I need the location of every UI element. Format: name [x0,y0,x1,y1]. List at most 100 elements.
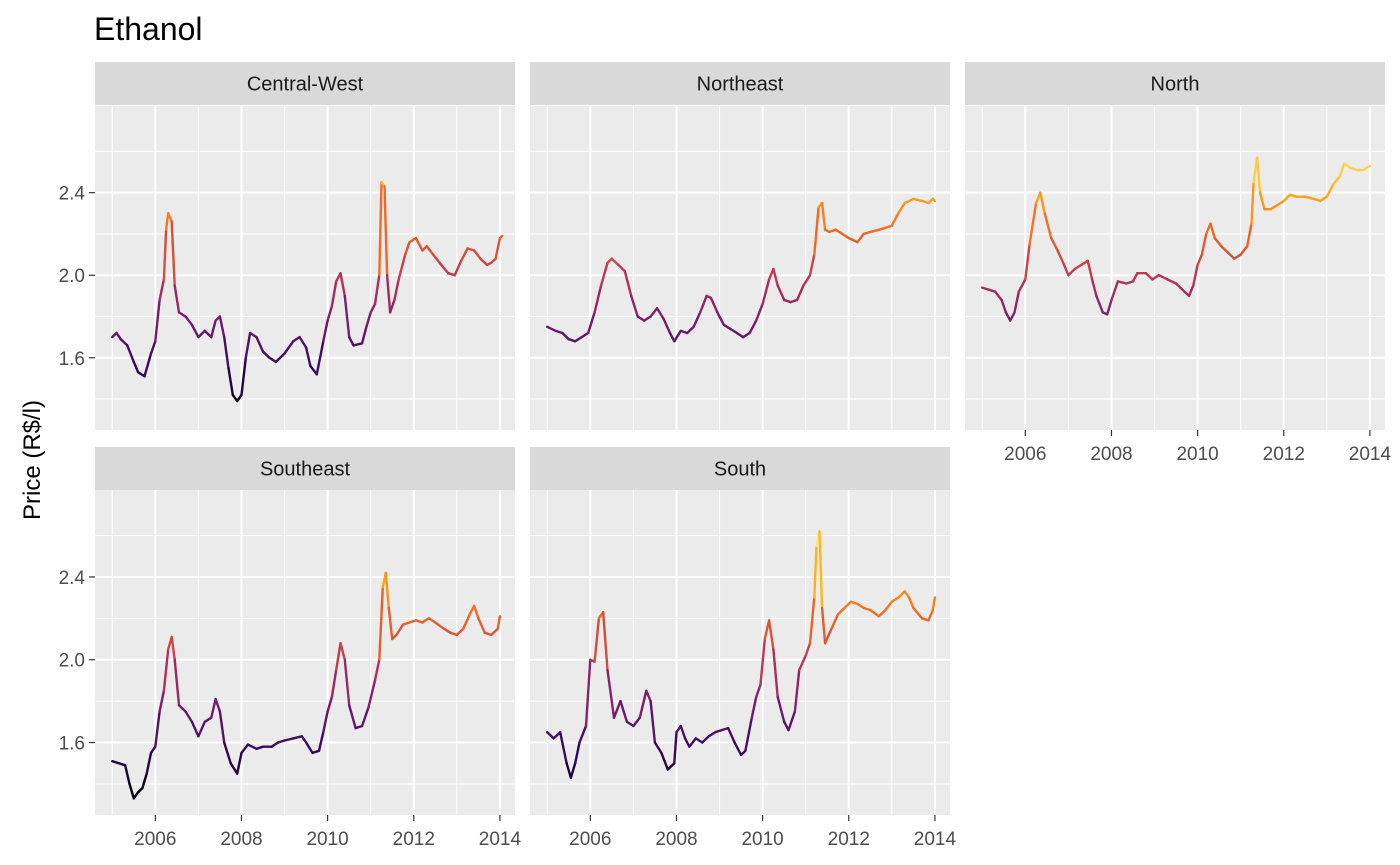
series-line-segment [890,212,900,227]
series-line-segment [1028,201,1038,246]
series-line-segment [330,668,338,699]
series-line-segment [793,668,801,713]
series-line-segment [343,658,351,707]
x-tick-label: 2008 [220,829,262,850]
series-line-segment [636,315,646,322]
series-line-segment [494,236,502,260]
series-line-segment [154,298,161,343]
y-tick-label: 2.0 [59,651,85,672]
series-line-segment [593,617,601,663]
series-line-segment [119,338,129,347]
series-line-segment [378,586,384,661]
series-line-segment [387,606,394,641]
series-line-segment [1043,212,1053,240]
series-line-segment [574,741,581,765]
series-line-segment [645,689,652,703]
x-tick-label: 2006 [1004,444,1046,465]
series-line-segment [841,232,850,240]
series-line-segment [1276,199,1286,207]
panel-north: North 2006 2008 2010 2012 2014 [965,62,1391,465]
series-line-segment [490,627,499,637]
series-line-segment [197,720,207,738]
x-tick-label: 2014 [1349,444,1392,465]
series-line-segment [772,267,779,287]
panel-northeast: Northeast [530,62,950,430]
series-line-segment [132,791,140,800]
series-line-segment [348,704,357,730]
x-tick-label: 2008 [1090,444,1132,465]
series-line-segment [360,325,368,345]
chart-title: Ethanol [94,11,203,47]
series-line-segment [869,608,881,618]
series-line-segment [123,764,131,786]
series-line-segment [587,311,596,335]
series-line-segment [479,257,489,267]
series-line-segment [184,710,194,723]
series-line-segment [141,772,148,790]
series-line-segment [759,637,766,686]
series-line-segment [1192,263,1199,287]
x-tick-label: 2012 [1263,444,1305,465]
series-line-segment [214,697,222,713]
facet-strip [95,62,515,105]
series-line-segment [197,329,207,339]
series-line-segment [1151,274,1161,281]
facet-strip-label: Central-West [247,74,364,96]
series-line-segment [1362,164,1372,172]
x-tick-label: 2014 [914,829,957,850]
series-line-segment [404,240,411,256]
series-line-segment [776,284,786,302]
series-line-segment [884,600,893,612]
series-line-segment [767,619,775,651]
series-line-segment [283,737,295,742]
y-tick-label: 2.4 [59,568,86,589]
series-line-segment [673,329,682,343]
x-tick-label: 2010 [741,829,783,850]
series-line-segment [339,272,346,298]
series-line-segment [729,327,738,335]
y-tick-label: 1.6 [59,349,85,370]
series-line-segment [154,710,161,748]
facet-strip [95,447,515,490]
series-line-segment [578,724,588,744]
series-line-segment [856,232,865,244]
series-line-segment [283,340,295,355]
series-line-segment [772,648,779,699]
series-line-segment [326,695,334,713]
y-axis-label: Price (R$/l) [19,400,46,520]
series-line-segment [813,205,820,256]
series-line-segment [210,319,217,339]
series-line-segment [170,635,176,661]
series-line-segment [442,627,452,634]
panel-background [965,106,1385,430]
facet-strip-label: Northeast [697,74,784,96]
series-line-segment [149,745,157,755]
series-line-segment [688,737,697,748]
series-line-segment [856,602,865,610]
series-line-segment [304,741,314,755]
series-line-segment [1325,183,1335,199]
series-line-segment [1013,290,1020,314]
series-line-segment [298,335,308,349]
series-line-segment [643,315,652,322]
series-line-segment [1080,259,1090,267]
series-line-segment [927,608,934,622]
series-line-segment [722,323,732,331]
series-line-segment [610,257,620,267]
series-line-segment [903,590,911,599]
series-line-segment [309,364,318,376]
series-line-segment [709,296,719,314]
facet-strip [965,62,1385,105]
series-line-segment [244,331,252,359]
series-line-segment [755,302,764,322]
series-line-segment [1232,253,1242,260]
facet-strip [530,447,950,490]
series-line-segment [569,762,577,779]
series-line-segment [162,228,168,281]
series-line-segment [395,623,405,637]
series-line-segment [1062,263,1070,277]
series-line-segment [365,311,372,328]
series-line-segment [638,689,648,719]
series-line-segment [1116,280,1128,285]
series-line-segment [1226,251,1236,260]
